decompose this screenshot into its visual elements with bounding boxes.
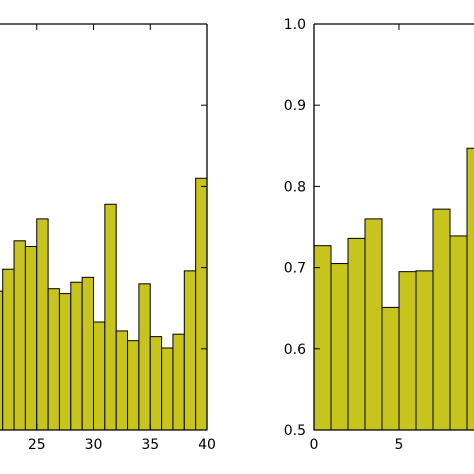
chart-left-bar bbox=[13, 240, 26, 431]
chart-left-bars bbox=[0, 177, 208, 431]
chart-left-bar bbox=[104, 203, 117, 431]
chart-left-bar bbox=[161, 347, 174, 431]
chart-left-bar bbox=[149, 336, 163, 431]
chart-left-bar bbox=[70, 281, 83, 431]
chart-right-bar bbox=[330, 263, 349, 431]
chart-left-bar bbox=[81, 276, 95, 431]
chart-left-bar bbox=[127, 340, 140, 431]
chart-right-bar bbox=[398, 271, 417, 431]
chart-left-bar bbox=[172, 333, 185, 431]
chart-left-bar bbox=[138, 283, 151, 431]
chart-left-x-tick-label: 25 bbox=[28, 437, 46, 453]
chart-right-y-tick-label: 0.7 bbox=[284, 261, 306, 277]
chart-left-bar bbox=[93, 321, 106, 431]
chart-right-y-tick-label: 0.5 bbox=[284, 423, 306, 439]
chart-left-x-tick-label: 40 bbox=[198, 437, 216, 453]
chart-right-bar bbox=[347, 237, 366, 431]
chart-right-bar bbox=[449, 235, 468, 431]
chart-right-y-tick-label: 1.0 bbox=[284, 17, 306, 33]
chart-right: 05100.50.60.70.80.91.0 bbox=[284, 17, 474, 453]
chart-right-bar bbox=[364, 218, 383, 431]
chart-left-bar bbox=[115, 330, 129, 431]
chart-left-bar bbox=[58, 293, 72, 431]
chart-left-bar bbox=[36, 218, 49, 431]
chart-left-tick-labels: 25 30 35 40 bbox=[28, 437, 216, 453]
chart-right-y-tick-label: 0.8 bbox=[284, 179, 306, 195]
chart-right-y-tick-label: 0.9 bbox=[284, 98, 306, 114]
chart-left-bar bbox=[24, 245, 38, 431]
chart-left-bar bbox=[195, 177, 208, 431]
chart-left-x-tick-label: 30 bbox=[85, 437, 103, 453]
chart-left-bar bbox=[2, 268, 15, 431]
chart-right-y-tick-label: 0.6 bbox=[284, 342, 306, 358]
chart-right-bar bbox=[381, 306, 400, 431]
chart-right-x-tick-label: 0 bbox=[310, 437, 319, 453]
chart-right-x-tick-label: 5 bbox=[395, 437, 404, 453]
chart-right-bar bbox=[432, 208, 451, 431]
chart-right-bars bbox=[313, 147, 474, 431]
chart-left: 25 30 35 40 bbox=[0, 23, 216, 453]
chart-right-bar bbox=[313, 245, 332, 431]
chart-left-bar bbox=[183, 270, 197, 431]
chart-right-bar bbox=[415, 270, 434, 431]
chart-left-bar bbox=[47, 288, 60, 431]
chart-right-tick-labels: 05100.50.60.70.80.91.0 bbox=[284, 17, 404, 453]
chart-left-x-tick-label: 35 bbox=[141, 437, 159, 453]
chart-right-bar bbox=[466, 147, 474, 431]
